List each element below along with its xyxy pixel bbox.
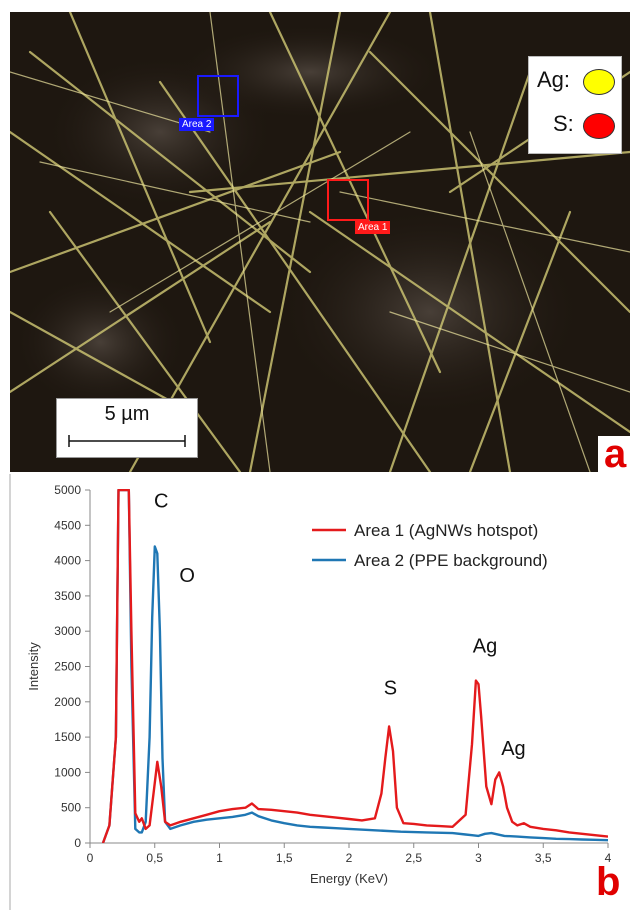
x-axis-title: Energy (KeV) <box>310 871 388 886</box>
y-tick-label: 2000 <box>54 695 81 709</box>
x-tick-label: 3,5 <box>535 851 552 865</box>
area-1-label: Area 1 <box>355 221 391 234</box>
s-red-dot-icon <box>583 113 615 139</box>
area-2-label: Area 2 <box>179 118 215 131</box>
scale-bar-line <box>68 435 186 447</box>
y-tick-label: 500 <box>61 801 81 815</box>
peak-label: Ag <box>501 738 525 760</box>
y-tick-label: 3000 <box>54 624 81 638</box>
area-2-box <box>197 75 239 117</box>
peak-label: S <box>384 678 397 700</box>
legend-label-1: Area 1 (AgNWs hotspot) <box>354 521 538 540</box>
peak-label: Ag <box>473 635 497 657</box>
y-tick-label: 0 <box>74 836 81 850</box>
x-tick-label: 0 <box>87 851 94 865</box>
x-tick-label: 3 <box>475 851 482 865</box>
legend-label-ag: Ag: <box>537 67 571 92</box>
scale-bar: 5 µm <box>56 398 198 458</box>
peak-label: O <box>179 565 195 587</box>
eds-spectrum-chart: 0 500 1000 1500 2000 2500 3000 3500 4000 4500 5000… <box>9 474 612 910</box>
ag-yellow-dot-icon <box>583 69 615 95</box>
y-tick-label: 1500 <box>54 730 81 744</box>
area-1-box <box>327 179 369 221</box>
panel-letter-b: b <box>596 860 621 904</box>
x-tick-label: 1,5 <box>276 851 293 865</box>
panel-letter-a-bg <box>598 436 630 472</box>
series-line-2 <box>101 489 608 843</box>
series-line-1 <box>101 489 608 843</box>
nanowire-network <box>10 12 630 472</box>
y-tick-label: 4000 <box>54 554 81 568</box>
x-tick-label: 2 <box>346 851 353 865</box>
x-tick-label: 0,5 <box>146 851 163 865</box>
y-tick-label: 5000 <box>54 483 81 497</box>
y-tick-label: 4500 <box>54 518 81 532</box>
peak-label: C <box>154 491 168 513</box>
legend-label-2: Area 2 (PPE background) <box>354 551 548 570</box>
element-legend: Ag: S: <box>528 56 622 154</box>
y-axis-title: Intensity <box>26 642 41 691</box>
y-tick-label: 2500 <box>54 660 81 674</box>
eds-map-image: Area 2 Area 1 Ag: S: 5 µm a <box>10 12 630 472</box>
x-tick-label: 1 <box>216 851 223 865</box>
panel-letter-a: a <box>604 432 627 472</box>
scale-bar-label: 5 µm <box>104 403 150 425</box>
y-tick-label: 3500 <box>54 589 81 603</box>
x-tick-label: 2,5 <box>405 851 422 865</box>
legend-label-s: S: <box>553 111 574 136</box>
x-tick-label: 4 <box>605 851 612 865</box>
y-tick-label: 1000 <box>54 765 81 779</box>
eds-spectrum-panel: 0 500 1000 1500 2000 2500 3000 3500 4000 4500 5000… <box>0 474 632 910</box>
